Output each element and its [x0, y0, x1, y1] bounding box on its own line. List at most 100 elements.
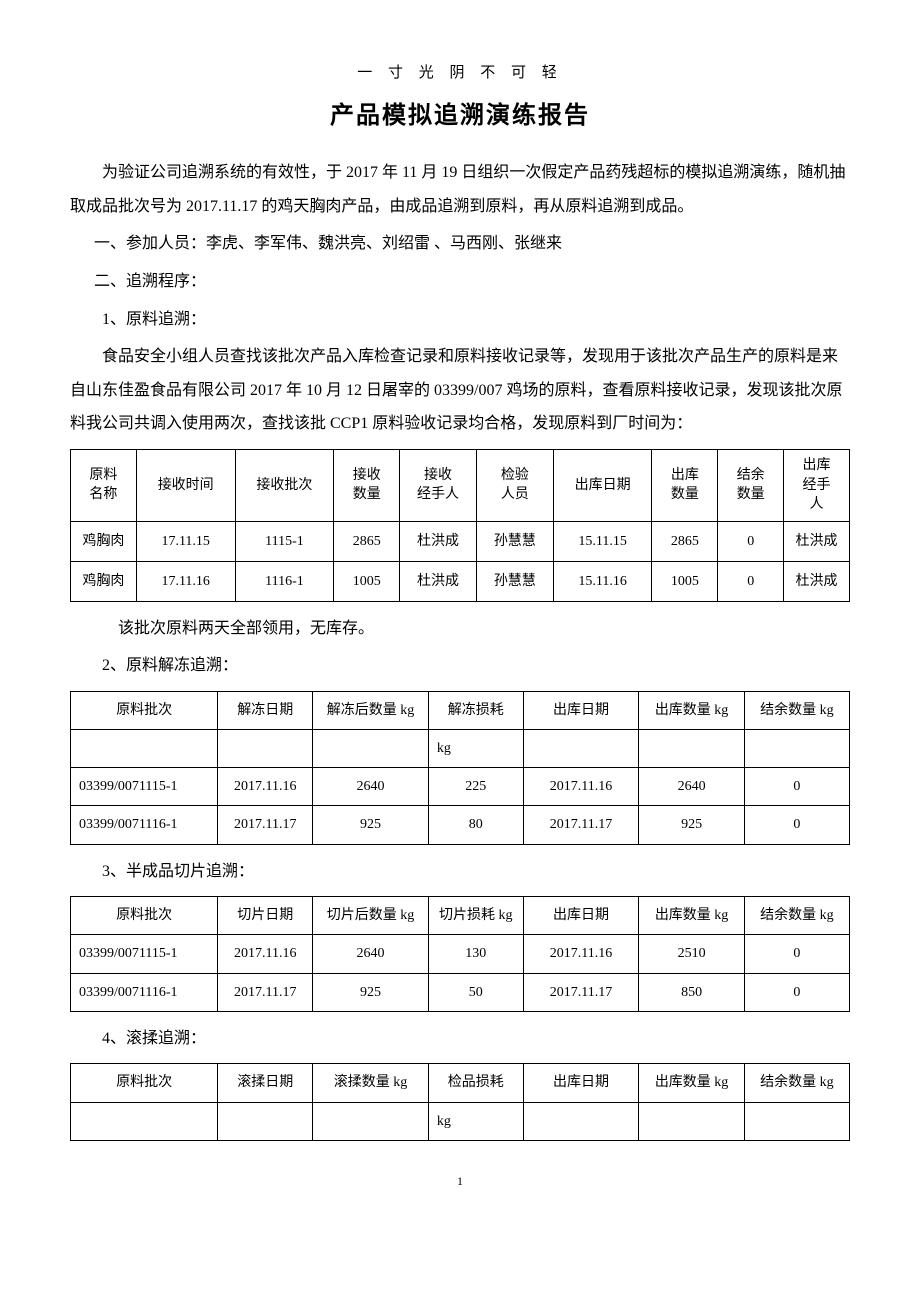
col-batch: 原料批次	[71, 897, 218, 935]
col-slice-qty: 切片后数量 kg	[313, 897, 429, 935]
cell: 2017.11.16	[523, 935, 639, 973]
col-receive-qty: 接收 数量	[334, 449, 400, 521]
cell: 03399/0071116-1	[71, 806, 218, 844]
cell: 1005	[652, 561, 718, 601]
table-row: 03399/0071116-1 2017.11.17 925 80 2017.1…	[71, 806, 850, 844]
cell: 17.11.16	[136, 561, 235, 601]
cell: 2640	[639, 768, 744, 806]
intro-paragraph: 为验证公司追溯系统的有效性，于 2017 年 11 月 19 日组织一次假定产品…	[70, 156, 850, 223]
cell: kg	[428, 1102, 523, 1140]
col-balance-qty: 结余数量 kg	[744, 897, 849, 935]
cell: 2017.11.17	[218, 806, 313, 844]
cell: 杜洪成	[784, 521, 850, 561]
col-thaw-date: 解冻日期	[218, 691, 313, 729]
table-header-row: 原料 名称 接收时间 接收批次 接收 数量 接收 经手人 检验 人员 出库日期 …	[71, 449, 850, 521]
cell	[71, 730, 218, 768]
cell: 0	[744, 768, 849, 806]
table-header-row: 原料批次 解冻日期 解冻后数量 kg 解冻损耗 出库日期 出库数量 kg 结余数…	[71, 691, 850, 729]
col-out-date: 出库日期	[523, 691, 639, 729]
cell: 2640	[313, 935, 429, 973]
cell: 2640	[313, 768, 429, 806]
cell: 杜洪成	[400, 521, 477, 561]
table-row: 鸡胸肉 17.11.16 1116-1 1005 杜洪成 孙慧慧 15.11.1…	[71, 561, 850, 601]
cell	[313, 730, 429, 768]
table-row: 03399/0071115-1 2017.11.16 2640 130 2017…	[71, 935, 850, 973]
cell: 杜洪成	[784, 561, 850, 601]
cell: 2510	[639, 935, 744, 973]
subsection-slice: 3、半成品切片追溯：	[70, 855, 850, 889]
slice-table: 原料批次 切片日期 切片后数量 kg 切片损耗 kg 出库日期 出库数量 kg …	[70, 896, 850, 1012]
cell: 03399/0071116-1	[71, 973, 218, 1011]
col-batch: 原料批次	[71, 1064, 218, 1102]
subsection-raw-material: 1、原料追溯：	[70, 303, 850, 337]
cell: 2017.11.17	[218, 973, 313, 1011]
col-out-qty: 出库数量 kg	[639, 897, 744, 935]
cell	[218, 1102, 313, 1140]
cell: 2865	[652, 521, 718, 561]
cell: 225	[428, 768, 523, 806]
cell: 0	[744, 973, 849, 1011]
tumble-table: 原料批次 滚揉日期 滚揉数量 kg 检品损耗 出库日期 出库数量 kg 结余数量…	[70, 1063, 850, 1140]
cell: 杜洪成	[400, 561, 477, 601]
cell: 0	[718, 521, 784, 561]
col-tumble-date: 滚揉日期	[218, 1064, 313, 1102]
subsection-tumble: 4、滚揉追溯：	[70, 1022, 850, 1056]
cell	[744, 1102, 849, 1140]
col-receive-batch: 接收批次	[235, 449, 334, 521]
page-title: 产品模拟追溯演练报告	[70, 95, 850, 138]
cell: 925	[313, 806, 429, 844]
cell: 03399/0071115-1	[71, 768, 218, 806]
cell	[639, 730, 744, 768]
cell	[744, 730, 849, 768]
col-slice-date: 切片日期	[218, 897, 313, 935]
col-batch: 原料批次	[71, 691, 218, 729]
cell: 925	[313, 973, 429, 1011]
cell: 03399/0071115-1	[71, 935, 218, 973]
cell: 1115-1	[235, 521, 334, 561]
col-thaw-loss: 解冻损耗	[428, 691, 523, 729]
cell: 17.11.15	[136, 521, 235, 561]
cell: 2865	[334, 521, 400, 561]
cell: 2017.11.17	[523, 973, 639, 1011]
cell: 孙慧慧	[476, 521, 553, 561]
col-balance-qty: 结余数量 kg	[744, 1064, 849, 1102]
table-header-row: 原料批次 切片日期 切片后数量 kg 切片损耗 kg 出库日期 出库数量 kg …	[71, 897, 850, 935]
cell: 鸡胸肉	[71, 521, 137, 561]
cell: 0	[744, 806, 849, 844]
cell	[639, 1102, 744, 1140]
col-thaw-qty: 解冻后数量 kg	[313, 691, 429, 729]
col-inspector: 检验 人员	[476, 449, 553, 521]
subsection-thaw: 2、原料解冻追溯：	[70, 649, 850, 683]
cell	[523, 1102, 639, 1140]
col-out-date: 出库日期	[523, 1064, 639, 1102]
cell: 0	[744, 935, 849, 973]
col-out-qty: 出库数量 kg	[639, 691, 744, 729]
cell: 850	[639, 973, 744, 1011]
cell: 2017.11.16	[218, 768, 313, 806]
cell: 2017.11.16	[523, 768, 639, 806]
cell	[313, 1102, 429, 1140]
section-trace-procedure: 二、追溯程序：	[70, 265, 850, 299]
cell: 15.11.16	[553, 561, 652, 601]
col-inspect-loss: 检品损耗	[428, 1064, 523, 1102]
cell: 15.11.15	[553, 521, 652, 561]
cell: 1116-1	[235, 561, 334, 601]
cell: 925	[639, 806, 744, 844]
col-out-qty: 出库数量 kg	[639, 1064, 744, 1102]
header-note: 一 寸 光 阴 不 可 轻	[70, 60, 850, 87]
thaw-table: 原料批次 解冻日期 解冻后数量 kg 解冻损耗 出库日期 出库数量 kg 结余数…	[70, 691, 850, 845]
col-receive-time: 接收时间	[136, 449, 235, 521]
raw-material-note: 该批次原料两天全部领用，无库存。	[70, 612, 850, 646]
col-balance-qty: 结余 数量	[718, 449, 784, 521]
cell: 1005	[334, 561, 400, 601]
col-out-qty: 出库 数量	[652, 449, 718, 521]
cell	[523, 730, 639, 768]
col-out-handler: 出库 经手 人	[784, 449, 850, 521]
page-number: 1	[70, 1171, 850, 1193]
cell: 孙慧慧	[476, 561, 553, 601]
col-material-name: 原料 名称	[71, 449, 137, 521]
cell: 0	[718, 561, 784, 601]
cell	[218, 730, 313, 768]
section-participants: 一、参加人员：李虎、李军伟、魏洪亮、刘绍雷 、马西刚、张继来	[70, 227, 850, 261]
table-row: 鸡胸肉 17.11.15 1115-1 2865 杜洪成 孙慧慧 15.11.1…	[71, 521, 850, 561]
